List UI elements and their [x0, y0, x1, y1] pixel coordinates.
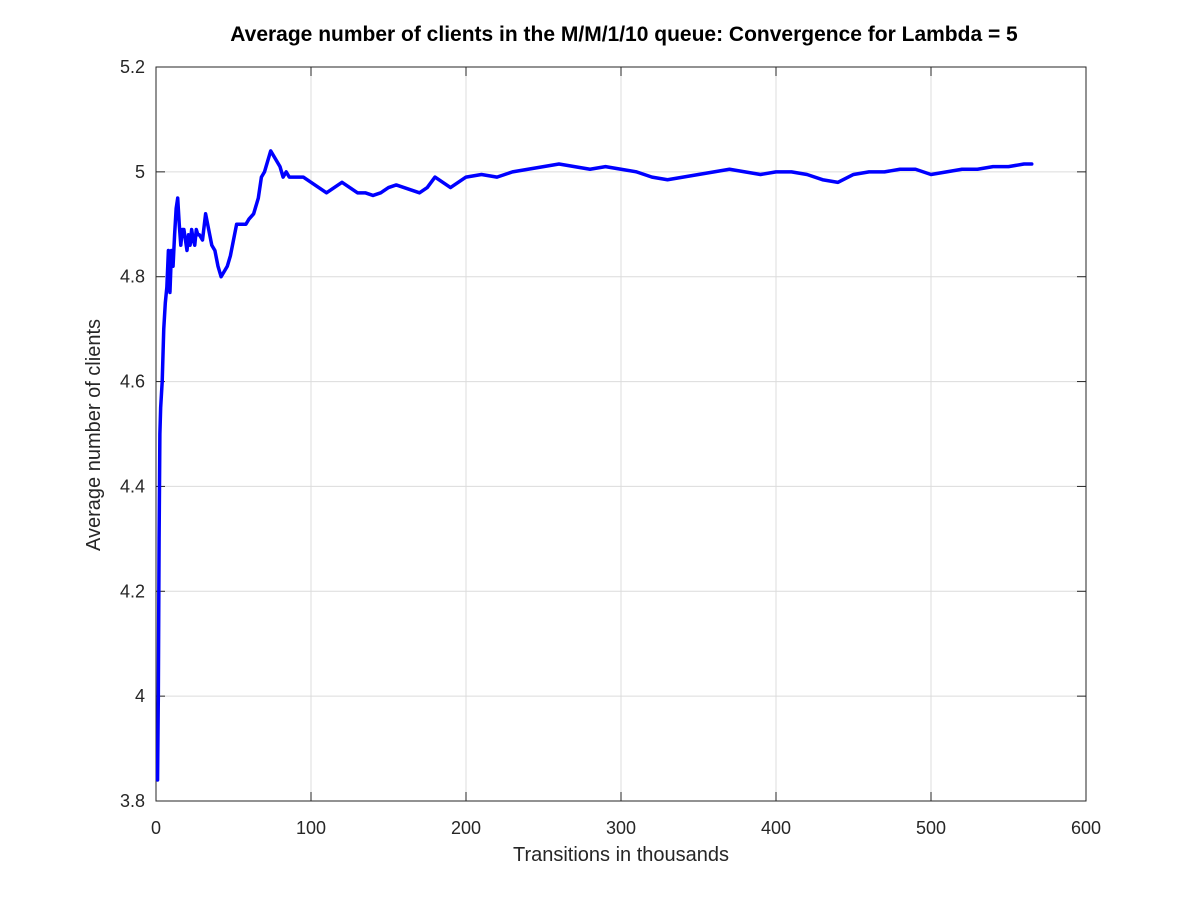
y-tick-label: 4.8 — [120, 267, 145, 287]
x-tick-label: 0 — [151, 818, 161, 838]
x-tick-label: 400 — [761, 818, 791, 838]
x-tick-label: 300 — [606, 818, 636, 838]
x-tick-label: 200 — [451, 818, 481, 838]
axis-ticks — [155, 66, 1087, 802]
y-tick-label: 3.8 — [120, 791, 145, 811]
y-tick-label: 5.2 — [120, 57, 145, 77]
x-axis-label: Transitions in thousands — [513, 844, 729, 866]
y-tick-label: 5 — [135, 162, 145, 182]
chart-title: Average number of clients in the M/M/1/1… — [230, 23, 1018, 46]
grid — [156, 67, 1086, 801]
x-tick-label: 100 — [296, 818, 326, 838]
y-tick-label: 4 — [135, 686, 145, 706]
y-tick-label: 4.2 — [120, 581, 145, 601]
y-axis-label: Average number of clients — [83, 319, 105, 551]
y-tick-label: 4.6 — [120, 372, 145, 392]
y-tick-label: 4.4 — [120, 476, 145, 496]
x-tick-label: 600 — [1071, 818, 1101, 838]
y-tick-labels: 3.8 4 4.2 4.4 4.6 4.8 5 5.2 — [120, 57, 145, 811]
x-tick-labels: 0 100 200 300 400 500 600 — [151, 818, 1101, 838]
series-line — [155, 149, 1034, 782]
x-tick-label: 500 — [916, 818, 946, 838]
